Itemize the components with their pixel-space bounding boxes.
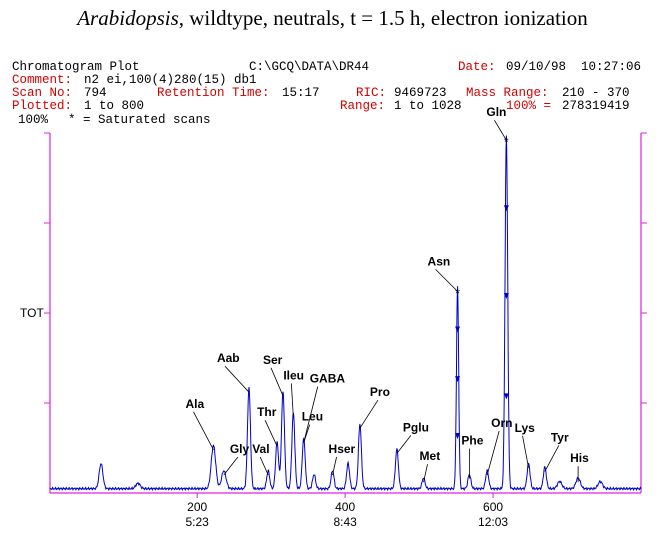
- peak-label-asn: Asn: [428, 254, 451, 268]
- x-tick-time-label: 5:23: [186, 515, 210, 529]
- annotation-leader: [396, 435, 412, 454]
- annotation-leader: [224, 365, 250, 393]
- peak-label-hser: Hser: [329, 442, 356, 456]
- peak-label-val: Val: [252, 442, 269, 456]
- saturation-arrow: [455, 376, 461, 383]
- saturation-arrow: [503, 393, 509, 400]
- saturation-arrow: [503, 205, 509, 212]
- data-path: C:\GCQ\DATA\DR44: [249, 60, 370, 74]
- peak-label-phe: Phe: [461, 434, 483, 448]
- pct-value: 278319419: [562, 99, 630, 113]
- ric-value: 9469723: [394, 86, 447, 100]
- peak-label-tyr: Tyr: [551, 430, 569, 444]
- pct-label: 100% =: [506, 99, 552, 113]
- date-value: 09/10/98 10:27:06: [506, 60, 642, 74]
- saturation-arrow: [503, 293, 509, 300]
- peak-label-his: His: [570, 451, 589, 465]
- saturated-asterisk: *: [455, 286, 460, 300]
- annotation-leader: [494, 119, 507, 141]
- peak-label-aab: Aab: [217, 351, 240, 365]
- chromatogram-trace: [49, 135, 642, 492]
- title-species: Arabidopsis: [77, 6, 179, 30]
- peak-label-gln: Gln: [486, 105, 506, 119]
- peak-label-leu: Leu: [302, 410, 323, 424]
- legend-100pct: 100%: [18, 113, 49, 127]
- y-axis-label: TOT: [20, 306, 44, 320]
- peak-label-ser: Ser: [263, 353, 283, 367]
- annotation-leader: [264, 420, 278, 447]
- legend-saturated: * = Saturated scans: [68, 113, 211, 127]
- rt-value: 15:17: [282, 86, 320, 100]
- mass-range-label: Mass Range:: [466, 86, 549, 100]
- x-tick-time-label: 8:43: [333, 515, 357, 529]
- annotation-leader: [303, 386, 319, 443]
- plotted-label: Plotted:: [12, 99, 73, 113]
- scan-value: 794: [84, 86, 107, 100]
- plotted-value: 1 to 800: [84, 99, 145, 113]
- annotation-leader: [270, 367, 284, 396]
- saturated-asterisk: *: [504, 135, 509, 149]
- plot-name: Chromatogram Plot: [12, 60, 140, 74]
- peak-label-ala: Ala: [185, 397, 204, 411]
- annotation-leader: [332, 456, 337, 476]
- x-tick-scan-label: 600: [483, 500, 503, 514]
- x-tick-scan-label: 400: [335, 500, 355, 514]
- peak-label-ileu: Ileu: [283, 368, 304, 382]
- peak-label-lys: Lys: [515, 421, 536, 435]
- peak-label-gly: Gly: [230, 442, 250, 456]
- peak-label-thr: Thr: [257, 405, 277, 419]
- comment-label: Comment:: [12, 73, 73, 87]
- comment-value: n2 ei,100(4)280(15) db1: [84, 73, 257, 87]
- x-tick-time-label: 12:03: [478, 515, 508, 529]
- peak-label-orn: Orn: [491, 416, 512, 430]
- saturation-markers: **: [455, 135, 509, 439]
- peak-label-met: Met: [420, 449, 441, 463]
- date-label: Date:: [458, 60, 496, 74]
- annotation-leader: [435, 269, 458, 292]
- x-tick-scan-label: 200: [187, 500, 207, 514]
- annotation-leader: [423, 464, 428, 483]
- peak-label-gaba: GABA: [310, 372, 346, 386]
- annotation-leader: [544, 445, 560, 472]
- saturation-arrow: [455, 326, 461, 333]
- ric-label: RIC:: [356, 86, 387, 100]
- annotation-leader: [259, 456, 269, 476]
- chart-title: Arabidopsis, wildtype, neutrals, t = 1.5…: [0, 6, 665, 31]
- annotation-leader: [193, 411, 214, 450]
- mass-range-value: 210 - 370: [562, 86, 630, 100]
- range-label: Range:: [340, 99, 386, 113]
- annotation-leader: [522, 435, 529, 468]
- scan-label: Scan No:: [12, 86, 73, 100]
- peak-label-pglu: Pglu: [403, 420, 429, 434]
- title-rest: , wildtype, neutrals, t = 1.5 h, electro…: [178, 6, 588, 30]
- annotation-leader: [223, 456, 239, 476]
- rt-label: Retention Time:: [157, 86, 270, 100]
- annotation-leader: [290, 383, 294, 418]
- annotation-leader: [359, 399, 379, 429]
- annotation-leader: [486, 430, 500, 476]
- range-value: 1 to 1028: [394, 99, 462, 113]
- peak-label-pro: Pro: [370, 385, 390, 399]
- saturation-arrow: [455, 432, 461, 439]
